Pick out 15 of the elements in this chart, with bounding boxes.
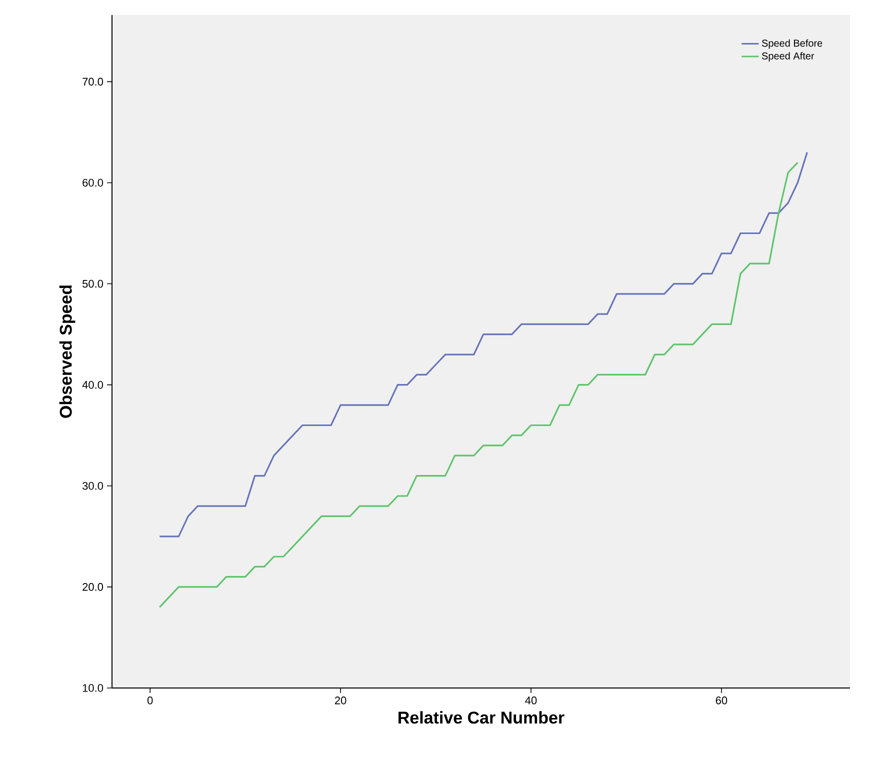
y-tick-label: 30.0 <box>82 482 104 490</box>
y-tick-label: 10.0 <box>82 684 104 692</box>
y-axis-title: Observed Speed <box>59 286 76 418</box>
x-tick-label: 40 <box>525 696 537 704</box>
legend-label: Speed Before <box>762 39 822 49</box>
x-tick-label: 60 <box>716 696 728 704</box>
y-tick-label: 60.0 <box>82 178 104 187</box>
y-tick-label: 70.0 <box>82 78 104 86</box>
y-tick-label: 50.0 <box>82 280 104 288</box>
y-tick-label: 20.0 <box>82 583 104 591</box>
x-tick-label: 20 <box>334 696 346 704</box>
legend-label: Speed After <box>762 52 814 62</box>
x-axis-title: Relative Car Number <box>398 711 564 724</box>
x-tick-label: 0 <box>147 696 153 704</box>
y-tick-label: 40.0 <box>82 380 104 389</box>
